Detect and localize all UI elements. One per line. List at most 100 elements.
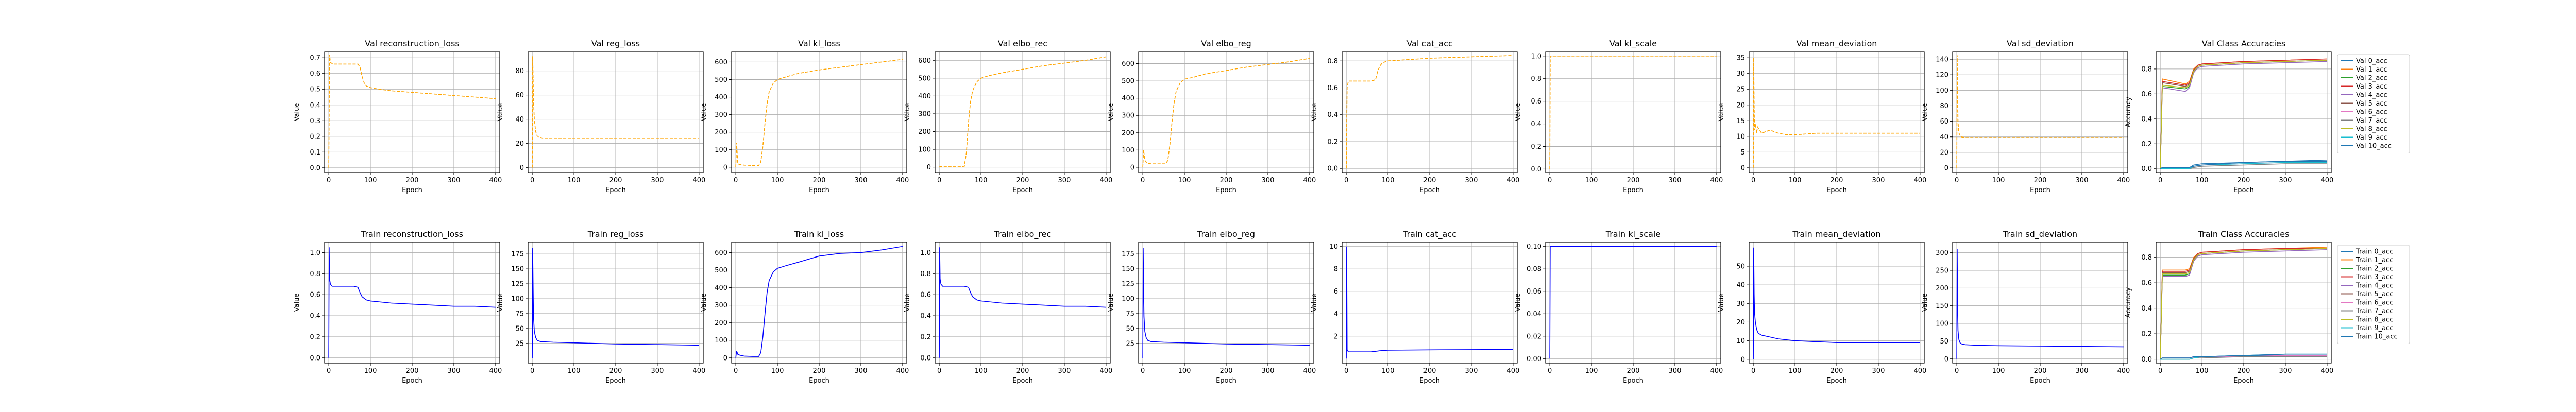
x-tick-label: 100 — [1585, 177, 1598, 184]
y-tick-label: 15 — [1736, 117, 1745, 125]
series-line — [532, 248, 699, 358]
subplot-14: 0 100 200 300 400 0.0 0.2 0.4 0.6 0.8 1.0 Train elb… — [904, 229, 1112, 385]
subplot-5: 0 100 200 300 400 0 100 200 300 400 500 600 Val elbo… — [1107, 39, 1316, 194]
y-tick-label: 200 — [715, 129, 727, 136]
x-tick-label: 100 — [2196, 177, 2209, 184]
x-tick-label: 100 — [771, 177, 784, 184]
x-tick-label: 0 — [1751, 177, 1755, 184]
series-line — [1956, 55, 2124, 168]
y-axis-label: Value — [1718, 294, 1725, 312]
x-tick-label: 0 — [530, 177, 534, 184]
chart-title: Train cat_acc — [1402, 229, 1456, 239]
y-tick-label: 125 — [1122, 281, 1134, 288]
y-tick-label: 10 — [1329, 243, 1338, 251]
x-axis-label: Epoch — [1419, 377, 1440, 385]
y-axis-label: Value — [293, 103, 301, 122]
x-tick-label: 200 — [406, 367, 419, 375]
y-tick-label: 0.0 — [1531, 166, 1541, 174]
y-tick-label: 0.6 — [310, 70, 320, 78]
x-tick-label: 200 — [1627, 367, 1640, 375]
y-tick-label: 0.6 — [920, 291, 931, 299]
legend-label: Val 1_acc — [2356, 66, 2387, 74]
series-line-train-3_acc — [2160, 248, 2327, 359]
legend-label: Train 2_acc — [2355, 265, 2393, 273]
x-tick-label: 200 — [2238, 177, 2250, 184]
x-tick-label: 100 — [1178, 367, 1191, 375]
x-tick-label: 200 — [1831, 367, 1843, 375]
y-tick-label: 0.08 — [1527, 266, 1541, 273]
y-tick-label: 0.4 — [2141, 305, 2152, 313]
legend-label: Train 8_acc — [2355, 316, 2393, 324]
y-tick-label: 10 — [1736, 337, 1745, 345]
y-tick-label: 0 — [1741, 164, 1745, 172]
x-axis-label: Epoch — [605, 186, 626, 194]
subplot-20: 0 100 200 300 400 0.0 0.2 0.4 0.6 0.8 Train Class … — [2125, 229, 2410, 385]
y-tick-label: 25 — [1126, 340, 1134, 348]
y-tick-label: 200 — [1936, 285, 1948, 293]
y-tick-label: 1.0 — [1531, 53, 1541, 60]
x-tick-label: 400 — [692, 177, 705, 184]
y-tick-label: 0.10 — [1527, 243, 1541, 251]
x-tick-label: 200 — [1016, 177, 1029, 184]
chart-title: Val reconstruction_loss — [365, 39, 460, 49]
y-tick-label: 500 — [715, 267, 727, 274]
x-tick-label: 400 — [1303, 367, 1316, 375]
x-tick-label: 400 — [1710, 367, 1723, 375]
x-tick-label: 400 — [1099, 367, 1112, 375]
subplot-2: 0 100 200 300 400 0 20 40 60 80 Val reg_loss Epoch V… — [497, 39, 705, 194]
x-tick-label: 400 — [489, 177, 502, 184]
x-axis-label: Epoch — [1419, 186, 1440, 194]
y-tick-label: 0.0 — [2141, 356, 2152, 364]
series-line — [532, 56, 699, 168]
y-tick-label: 0.8 — [1327, 58, 1338, 65]
x-tick-label: 200 — [2034, 177, 2047, 184]
series-line — [735, 59, 903, 167]
series-line — [1753, 247, 1920, 359]
x-tick-label: 100 — [1382, 177, 1395, 184]
x-axis-label: Epoch — [402, 377, 422, 385]
chart-title: Val kl_scale — [1609, 39, 1657, 49]
legend-label: Val 6_acc — [2356, 109, 2387, 116]
x-tick-label: 100 — [364, 367, 377, 375]
x-tick-label: 0 — [1141, 177, 1145, 184]
y-tick-label: 500 — [715, 76, 727, 84]
x-tick-label: 400 — [2117, 367, 2130, 375]
y-tick-label: 30 — [1736, 70, 1745, 78]
y-axis-label: Value — [497, 103, 504, 122]
chart-title: Val mean_deviation — [1797, 39, 1877, 49]
x-axis-label: Epoch — [1826, 377, 1847, 385]
y-axis-label: Value — [1107, 294, 1115, 312]
y-tick-label: 100 — [715, 146, 727, 154]
x-tick-label: 100 — [975, 367, 988, 375]
y-tick-label: 50 — [1736, 263, 1745, 271]
legend-label: Train 7_acc — [2355, 307, 2393, 315]
x-tick-label: 200 — [813, 367, 826, 375]
x-axis-label: Epoch — [2030, 377, 2050, 385]
chart-title: Train reconstruction_loss — [361, 229, 463, 239]
legend-label: Train 9_acc — [2355, 324, 2393, 332]
y-axis-label: Value — [1921, 103, 1929, 122]
subplot-8: 0 100 200 300 400 0 5 10 15 20 25 30 35 Val mean_devi… — [1718, 39, 1926, 194]
x-tick-label: 100 — [1789, 367, 1802, 375]
y-tick-label: 20 — [515, 140, 524, 148]
y-tick-label: 25 — [515, 340, 524, 348]
legend-label: Train 1_acc — [2355, 256, 2393, 264]
y-tick-label: 400 — [715, 94, 727, 101]
y-tick-label: 300 — [715, 111, 727, 119]
legend-label: Val 9_acc — [2356, 134, 2387, 142]
x-tick-label: 0 — [1141, 367, 1145, 375]
x-tick-label: 300 — [448, 367, 461, 375]
y-tick-label: 60 — [515, 92, 524, 99]
x-axis-label: Epoch — [809, 186, 829, 194]
y-tick-label: 0.02 — [1527, 333, 1541, 340]
y-tick-label: 6 — [1334, 288, 1338, 296]
x-tick-label: 0 — [1344, 367, 1348, 375]
y-tick-label: 100 — [1936, 320, 1948, 328]
x-tick-label: 0 — [1548, 367, 1552, 375]
y-tick-label: 50 — [1126, 325, 1134, 333]
legend-label: Val 10_acc — [2356, 143, 2392, 150]
y-tick-label: 1.0 — [920, 249, 931, 257]
chart-title: Train elbo_rec — [994, 229, 1052, 239]
y-tick-label: 300 — [1122, 112, 1134, 120]
x-tick-label: 0 — [1955, 177, 1959, 184]
